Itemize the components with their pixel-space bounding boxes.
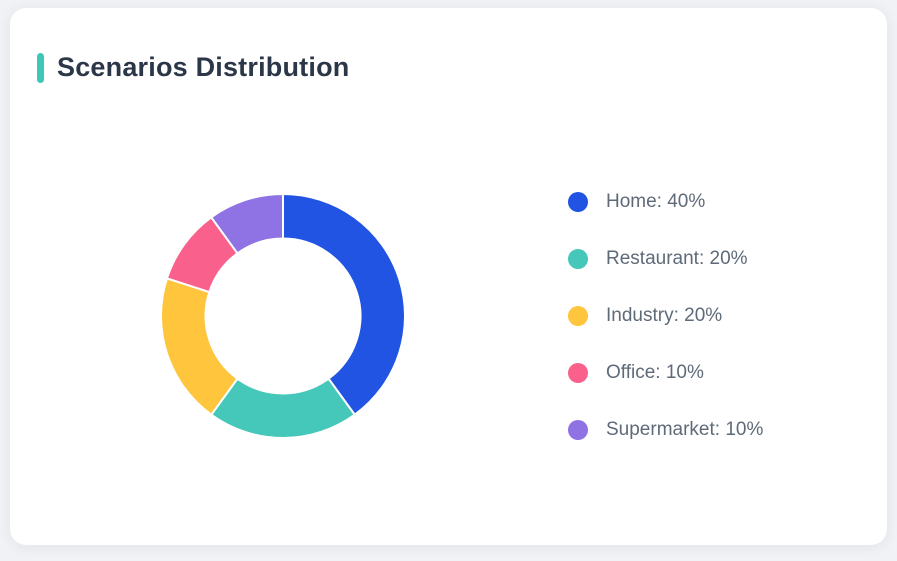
legend-label: Restaurant: 20% xyxy=(606,248,748,269)
legend-item-home[interactable]: Home: 40% xyxy=(568,191,763,212)
legend-label: Home: 40% xyxy=(606,191,706,212)
donut-slice-supermarket[interactable] xyxy=(209,192,284,255)
legend-label: Industry: 20% xyxy=(606,305,723,326)
legend-label: Supermarket: 10% xyxy=(606,419,764,440)
donut-slice-industry[interactable] xyxy=(160,277,239,417)
legend-item-restaurant[interactable]: Restaurant: 20% xyxy=(568,248,763,269)
donut-slice-restaurant[interactable] xyxy=(209,377,357,439)
title-accent-bar xyxy=(37,52,44,83)
card-header: Scenarios Distribution xyxy=(37,52,349,83)
donut-chart xyxy=(160,192,406,439)
donut-slice-home[interactable] xyxy=(282,192,406,417)
card-title: Scenarios Distribution xyxy=(57,52,350,82)
legend-dot-industry xyxy=(568,306,588,326)
legend-dot-supermarket xyxy=(568,420,588,440)
legend-label: Office: 10% xyxy=(606,362,704,383)
chart-legend: Home: 40% Restaurant: 20% Industry: 20% Off… xyxy=(568,191,764,440)
legend-dot-home xyxy=(568,192,588,212)
legend-item-industry[interactable]: Industry: 20% xyxy=(568,305,763,326)
legend-dot-restaurant xyxy=(568,249,588,269)
legend-item-supermarket[interactable]: Supermarket: 10% xyxy=(568,419,764,440)
legend-item-office[interactable]: Office: 10% xyxy=(568,362,763,383)
scenarios-distribution-card: Scenarios Distribution Home: 40% Restaura… xyxy=(10,8,887,545)
legend-dot-office xyxy=(568,363,588,383)
